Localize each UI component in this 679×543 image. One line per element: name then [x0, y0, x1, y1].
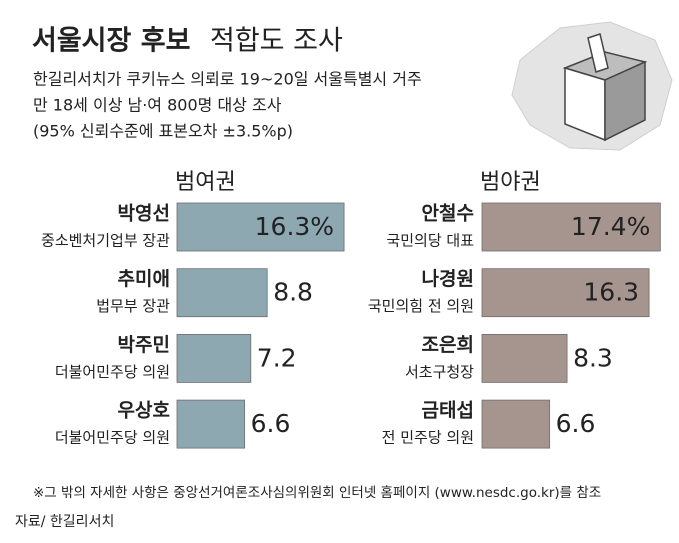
group-title: 범여권 — [175, 170, 236, 195]
bar — [481, 399, 551, 449]
value-label: 8.8 — [273, 278, 313, 307]
subtitle: (95% 신뢰수준에 표본오차 ±3.5%p) — [33, 122, 293, 141]
value-label: 17.4% — [571, 212, 650, 241]
candidate-role: 더불어민주당 의원 — [55, 363, 170, 381]
candidate-role: 중소벤처기업부 장관 — [41, 232, 170, 250]
candidate-name: 금태섭 — [422, 400, 474, 422]
bar — [176, 202, 345, 252]
value-label: 6.6 — [251, 409, 291, 438]
candidate-name: 우상호 — [118, 400, 170, 422]
ballot-icon — [511, 21, 673, 151]
candidate-name: 나경원 — [422, 268, 474, 290]
candidate-role: 서초구청장 — [405, 363, 474, 381]
candidate-role: 국민의힘 전 의원 — [368, 297, 474, 315]
value-label: 7.2 — [257, 343, 297, 372]
candidate-role: 국민의당 대표 — [386, 232, 474, 250]
bar — [481, 333, 568, 383]
candidate-role: 전 민주당 의원 — [382, 429, 474, 447]
title-bold: 서울시장 후보 — [32, 26, 190, 57]
value-label: 16.3 — [583, 278, 639, 307]
candidate-role: 더불어민주당 의원 — [55, 429, 170, 447]
subtitle: 한길리서치가 쿠키뉴스 의뢰로 19~20일 서울특별시 거주 — [33, 70, 422, 89]
value-label: 8.3 — [573, 343, 613, 372]
bar — [176, 399, 246, 449]
candidate-name: 조은희 — [422, 334, 474, 356]
candidate-role: 법무부 장관 — [96, 297, 170, 315]
group-title: 범야권 — [480, 170, 541, 195]
candidate-name: 안철수 — [422, 203, 474, 225]
bar — [176, 333, 252, 383]
candidate-name: 추미애 — [118, 268, 170, 290]
title-rest: 적합도 조사 — [210, 26, 343, 57]
candidate-name: 박주민 — [118, 334, 170, 356]
bar — [481, 202, 661, 252]
bar — [176, 268, 268, 318]
candidate-name: 박영선 — [118, 203, 170, 225]
value-label: 16.3% — [255, 212, 334, 241]
subtitle: 만 18세 이상 남·여 800명 대상 조사 — [33, 96, 282, 115]
bar — [481, 268, 650, 318]
value-label: 6.6 — [556, 409, 596, 438]
source: 자료/ 한길리서치 — [15, 514, 114, 530]
footnote: ※그 밖의 자세한 사항은 중앙선거여론조사심의위원회 인터넷 홈페이지 (ww… — [33, 485, 601, 501]
